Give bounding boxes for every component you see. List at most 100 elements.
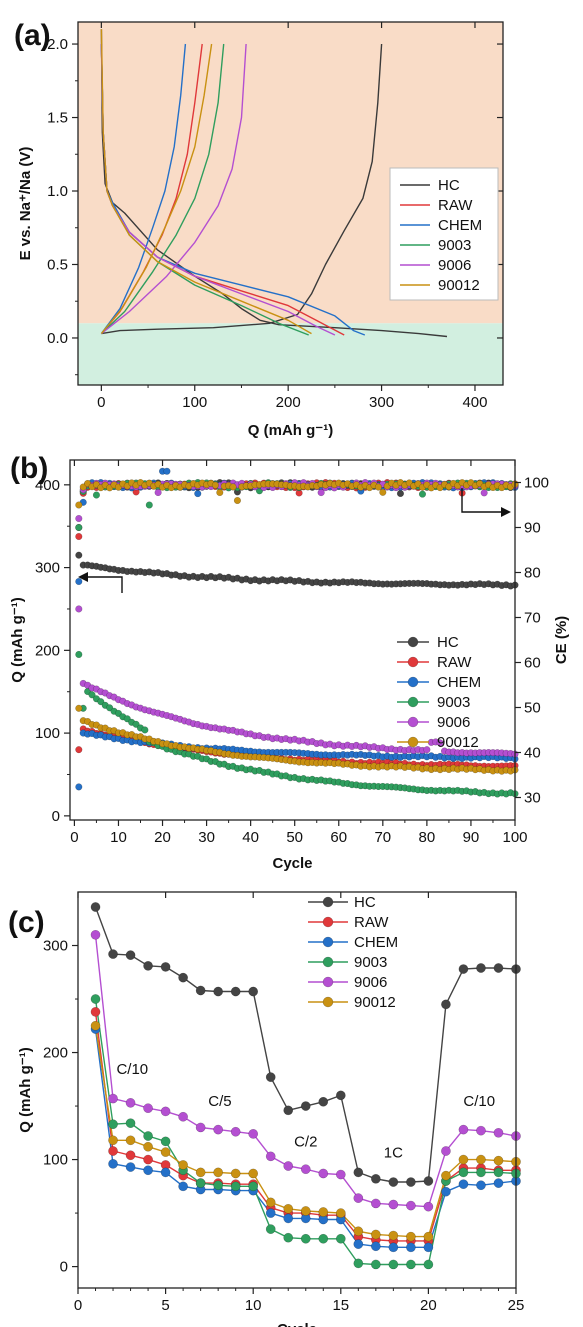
capacity-point-9003 xyxy=(132,720,140,728)
y2-tick-label: 40 xyxy=(524,745,541,762)
point-9003 xyxy=(90,994,101,1004)
legend-marker-raw xyxy=(407,656,419,668)
legend: HC RAW CHEM 9003 9006 90012 xyxy=(389,167,499,301)
capacity-point-hc xyxy=(75,551,83,559)
point-9006 xyxy=(476,1125,486,1136)
ce-point-9006 xyxy=(154,488,162,497)
legend-marker-90012 xyxy=(407,736,419,748)
point-chem xyxy=(458,1179,469,1190)
capacity-point-90012 xyxy=(75,704,83,712)
legend-marker-9006 xyxy=(322,976,334,988)
x-tick-label: 15 xyxy=(332,1297,349,1314)
point-9003 xyxy=(213,1180,224,1191)
capacity-point-9006 xyxy=(75,605,83,613)
point-9006 xyxy=(283,1161,294,1171)
point-chem xyxy=(441,1186,451,1197)
point-9006 xyxy=(441,1146,451,1156)
ce-point-9006 xyxy=(317,489,325,497)
y-tick-label: 100 xyxy=(43,1152,68,1169)
series-9006-charge xyxy=(100,43,247,335)
point-9003 xyxy=(265,1224,276,1234)
point-90012 xyxy=(300,1206,311,1216)
ce-point-9003 xyxy=(92,491,100,499)
x-tick-label: 300 xyxy=(369,394,394,411)
x-tick-label: 80 xyxy=(419,829,436,846)
point-90012 xyxy=(335,1208,346,1218)
chart-a: 0 100 200 300 400 0.0 0.5 1.0 1.5 2.0 Q (mAh g⁻¹) E… xyxy=(14,19,504,439)
x-tick-label: 200 xyxy=(276,394,301,411)
point-hc xyxy=(441,999,451,1010)
ce-point-90012 xyxy=(379,488,387,496)
plot-frame xyxy=(77,21,504,386)
point-90012 xyxy=(143,1141,153,1152)
point-raw xyxy=(108,1146,118,1156)
point-9006 xyxy=(195,1122,206,1133)
point-9003 xyxy=(318,1233,329,1244)
y2-tick-label: 50 xyxy=(524,700,541,717)
point-chem xyxy=(178,1181,188,1192)
x-axis-label: Cycle xyxy=(272,855,312,872)
legend-marker-9006 xyxy=(407,716,419,728)
point-chem xyxy=(388,1242,399,1253)
ce-point-90012 xyxy=(374,483,382,491)
capacity-point-9003 xyxy=(141,726,149,734)
arrow-to-right-axis xyxy=(461,488,504,513)
point-90012 xyxy=(125,1135,136,1146)
point-90012 xyxy=(441,1170,451,1181)
point-9006 xyxy=(143,1103,153,1114)
series-hc-charge xyxy=(101,43,383,335)
point-9003 xyxy=(230,1181,241,1192)
point-hc xyxy=(108,949,118,959)
legend-label-raw: RAW xyxy=(354,914,389,931)
point-9003 xyxy=(423,1259,434,1270)
point-9003 xyxy=(476,1167,486,1178)
point-chem xyxy=(476,1180,486,1191)
point-9006 xyxy=(458,1124,469,1135)
point-9006 xyxy=(353,1193,364,1203)
point-hc xyxy=(195,985,206,996)
point-90012 xyxy=(476,1154,486,1165)
rate-annotation: C/10 xyxy=(116,1061,148,1078)
point-chem xyxy=(493,1178,504,1188)
y2-axis-label: CE (%) xyxy=(553,616,570,664)
point-9006 xyxy=(406,1200,416,1211)
point-9003 xyxy=(248,1181,259,1192)
y-tick-label: 300 xyxy=(43,938,68,955)
x-tick-label: 25 xyxy=(508,1297,525,1314)
legend-label-90012: 90012 xyxy=(438,277,480,294)
y-tick-label: 0.5 xyxy=(47,256,68,273)
ce-point-90012 xyxy=(79,483,87,491)
point-9006 xyxy=(213,1124,224,1135)
y-tick-label: 400 xyxy=(35,477,60,494)
x-tick-label: 60 xyxy=(330,829,347,846)
point-90012 xyxy=(213,1167,224,1178)
ce-point-chem xyxy=(75,577,83,586)
y2-tick-label: 60 xyxy=(524,655,541,672)
ce-point-9003 xyxy=(145,501,153,509)
legend-label-9006: 9006 xyxy=(437,714,470,731)
ce-point-chem xyxy=(163,467,171,475)
y2-tick-label: 30 xyxy=(524,790,541,807)
point-9006 xyxy=(125,1097,136,1108)
y-tick-label: 0 xyxy=(60,1259,68,1276)
legend-label-9006: 9006 xyxy=(354,974,387,991)
chart-c: 0 5 10 15 20 25 0 100 200 300 Cycle Q (mAh g⁻¹) (c) C… xyxy=(8,891,525,1327)
ce-point-9003 xyxy=(418,490,427,498)
point-hc xyxy=(283,1105,294,1116)
point-chem xyxy=(353,1239,364,1249)
point-90012 xyxy=(318,1207,329,1217)
point-9006 xyxy=(388,1199,399,1210)
point-chem xyxy=(423,1242,434,1253)
point-hc xyxy=(265,1072,276,1083)
legend-label-90012: 90012 xyxy=(437,734,479,751)
point-9003 xyxy=(388,1259,399,1270)
point-90012 xyxy=(195,1167,206,1178)
y-tick-label: 100 xyxy=(35,725,60,742)
capacity-point-9003 xyxy=(97,698,105,706)
point-9006 xyxy=(230,1126,241,1137)
point-hc xyxy=(406,1177,416,1187)
point-90012 xyxy=(388,1230,399,1241)
series-90012-line xyxy=(94,1025,517,1238)
ce-point-9006 xyxy=(75,514,83,523)
point-chem xyxy=(265,1208,276,1218)
